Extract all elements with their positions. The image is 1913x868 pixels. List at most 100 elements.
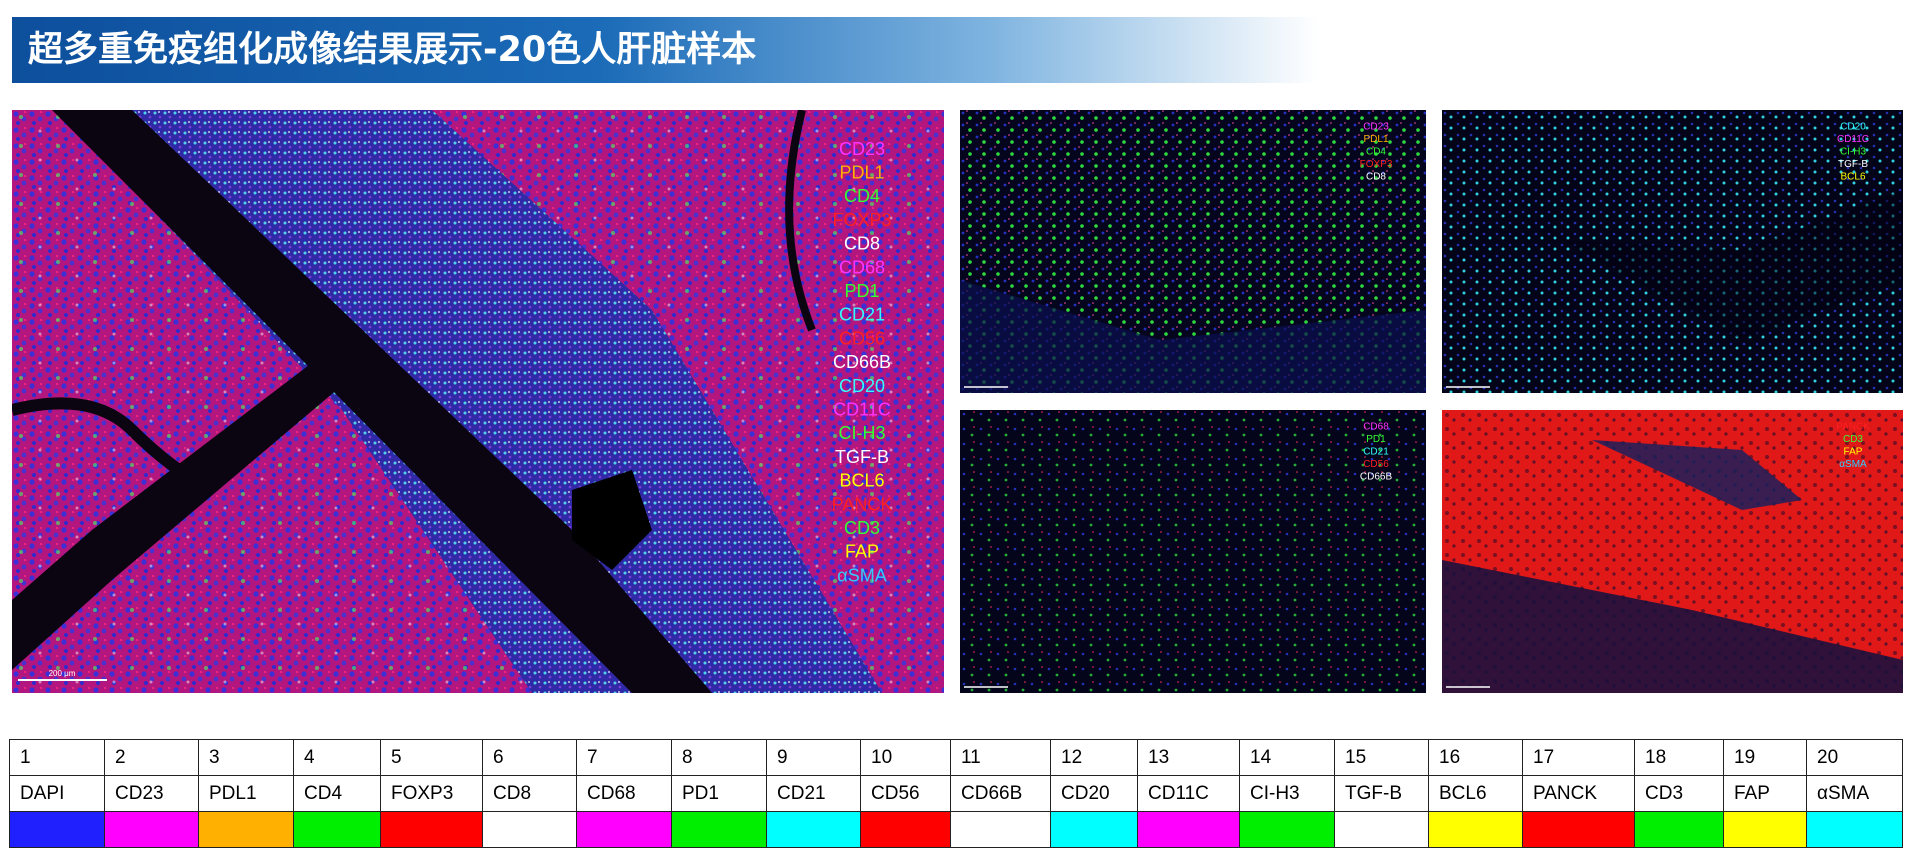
- channel-label: CD11C: [1837, 134, 1869, 145]
- marker-table: 1 2 3 4 5 6 7 8 9 10 11 12 13 14 15 16 17 18 19 20 DAPI CD23 P…: [9, 739, 1903, 848]
- channel-label: αSMA: [837, 565, 886, 585]
- channel-color: [1137, 811, 1240, 848]
- channel-label: CD21: [1363, 447, 1389, 458]
- channel-label: CD20: [1840, 122, 1866, 133]
- channel-name: CD11C: [1137, 775, 1240, 812]
- channel-number: 6: [482, 739, 577, 776]
- channel-number: 9: [766, 739, 861, 776]
- channel-number: 4: [293, 739, 381, 776]
- channel-label: CD56: [1363, 459, 1389, 470]
- scale-bar-label: 200 μm: [49, 669, 76, 678]
- channel-name: CD56: [860, 775, 951, 812]
- channel-label: CD3: [1843, 434, 1863, 445]
- channel-name: CI-H3: [1239, 775, 1335, 812]
- channel-color: [671, 811, 767, 848]
- channel-label: CD20: [839, 376, 885, 396]
- channel-color: [1806, 811, 1903, 848]
- channel-label: CD4: [1366, 147, 1386, 158]
- channel-label: CD68: [839, 257, 885, 277]
- channel-label: PD1: [1366, 434, 1386, 445]
- channel-color: [576, 811, 672, 848]
- channel-label: FAP: [1844, 447, 1863, 458]
- channel-name: PANCK: [1522, 775, 1635, 812]
- channel-label: CD8: [844, 234, 880, 254]
- channel-color: [1522, 811, 1635, 848]
- channel-color: [950, 811, 1051, 848]
- channel-label: BCL6: [839, 471, 884, 491]
- channel-label: CI-H3: [1840, 147, 1867, 158]
- channel-number: 19: [1723, 739, 1807, 776]
- header-banner: 超多重免疫组化成像结果展示-20色人肝脏样本: [12, 17, 1318, 83]
- channel-number: 10: [860, 739, 951, 776]
- channel-label: CD4: [844, 186, 880, 206]
- channel-color: [198, 811, 294, 848]
- channel-number: 11: [950, 739, 1051, 776]
- channel-name: FOXP3: [380, 775, 483, 812]
- composite-image: 200 μm CD23 PDL1 CD4 FOXP3 CD8 CD68 PD1 CD21 CD5…: [12, 110, 944, 693]
- channel-number: 12: [1050, 739, 1138, 776]
- channel-name: PD1: [671, 775, 767, 812]
- channel-color: [104, 811, 199, 848]
- channel-name: CD3: [1634, 775, 1724, 812]
- channel-color: [1334, 811, 1429, 848]
- channel-number: 17: [1522, 739, 1635, 776]
- channel-number: 18: [1634, 739, 1724, 776]
- channel-color: [9, 811, 105, 848]
- channel-label: CI-H3: [838, 423, 885, 443]
- channel-name: CD21: [766, 775, 861, 812]
- channel-color: [1050, 811, 1138, 848]
- channel-number: 7: [576, 739, 672, 776]
- channel-color: [1428, 811, 1523, 848]
- channel-color: [1239, 811, 1335, 848]
- channel-label: CD66B: [833, 352, 891, 372]
- table-row: 1 2 3 4 5 6 7 8 9 10 11 12 13 14 15 16 17 18 19 20: [9, 739, 1903, 776]
- channel-label: αSMA: [1839, 459, 1867, 470]
- channel-label: CD23: [1363, 122, 1389, 133]
- channel-label: TGF-B: [1838, 159, 1868, 170]
- channel-label: FOXP3: [832, 210, 891, 230]
- channel-number: 8: [671, 739, 767, 776]
- channel-label: PANCK: [832, 494, 893, 514]
- channel-number: 5: [380, 739, 483, 776]
- channel-number: 1: [9, 739, 105, 776]
- channel-label: CD21: [839, 305, 885, 325]
- channel-label: BCL6: [1840, 172, 1865, 183]
- channel-label: CD23: [839, 139, 885, 159]
- channel-label: PANCK: [1836, 422, 1870, 433]
- channel-name: CD66B: [950, 775, 1051, 812]
- channel-number: 14: [1239, 739, 1335, 776]
- channel-label: CD68: [1363, 422, 1389, 433]
- channel-number: 20: [1806, 739, 1903, 776]
- channel-name: CD23: [104, 775, 199, 812]
- channel-color: [482, 811, 577, 848]
- channel-label: FOXP3: [1360, 159, 1393, 170]
- table-row: DAPI CD23 PDL1 CD4 FOXP3 CD8 CD68 PD1 CD21 CD56 CD…: [9, 775, 1903, 812]
- channel-label: CD11C: [833, 399, 891, 419]
- page-title: 超多重免疫组化成像结果展示-20色人肝脏样本: [28, 30, 757, 70]
- channel-label: FAP: [845, 542, 879, 562]
- channel-color: [380, 811, 483, 848]
- channel-name: CD68: [576, 775, 672, 812]
- channel-number: 2: [104, 739, 199, 776]
- channel-color: [1634, 811, 1724, 848]
- channel-name: BCL6: [1428, 775, 1523, 812]
- channel-label: PDL1: [1363, 134, 1388, 145]
- channel-color: [766, 811, 861, 848]
- channel-color: [1723, 811, 1807, 848]
- channel-color: [860, 811, 951, 848]
- channel-label: CD56: [839, 328, 885, 348]
- channel-color: [293, 811, 381, 848]
- channel-name: FAP: [1723, 775, 1807, 812]
- channel-number: 16: [1428, 739, 1523, 776]
- table-row: [9, 811, 1903, 848]
- channel-name: CD20: [1050, 775, 1138, 812]
- channel-label: PDL1: [839, 162, 884, 182]
- channel-number: 3: [198, 739, 294, 776]
- channel-number: 13: [1137, 739, 1240, 776]
- channel-label: CD8: [1366, 172, 1386, 183]
- channel-label: CD3: [844, 518, 880, 538]
